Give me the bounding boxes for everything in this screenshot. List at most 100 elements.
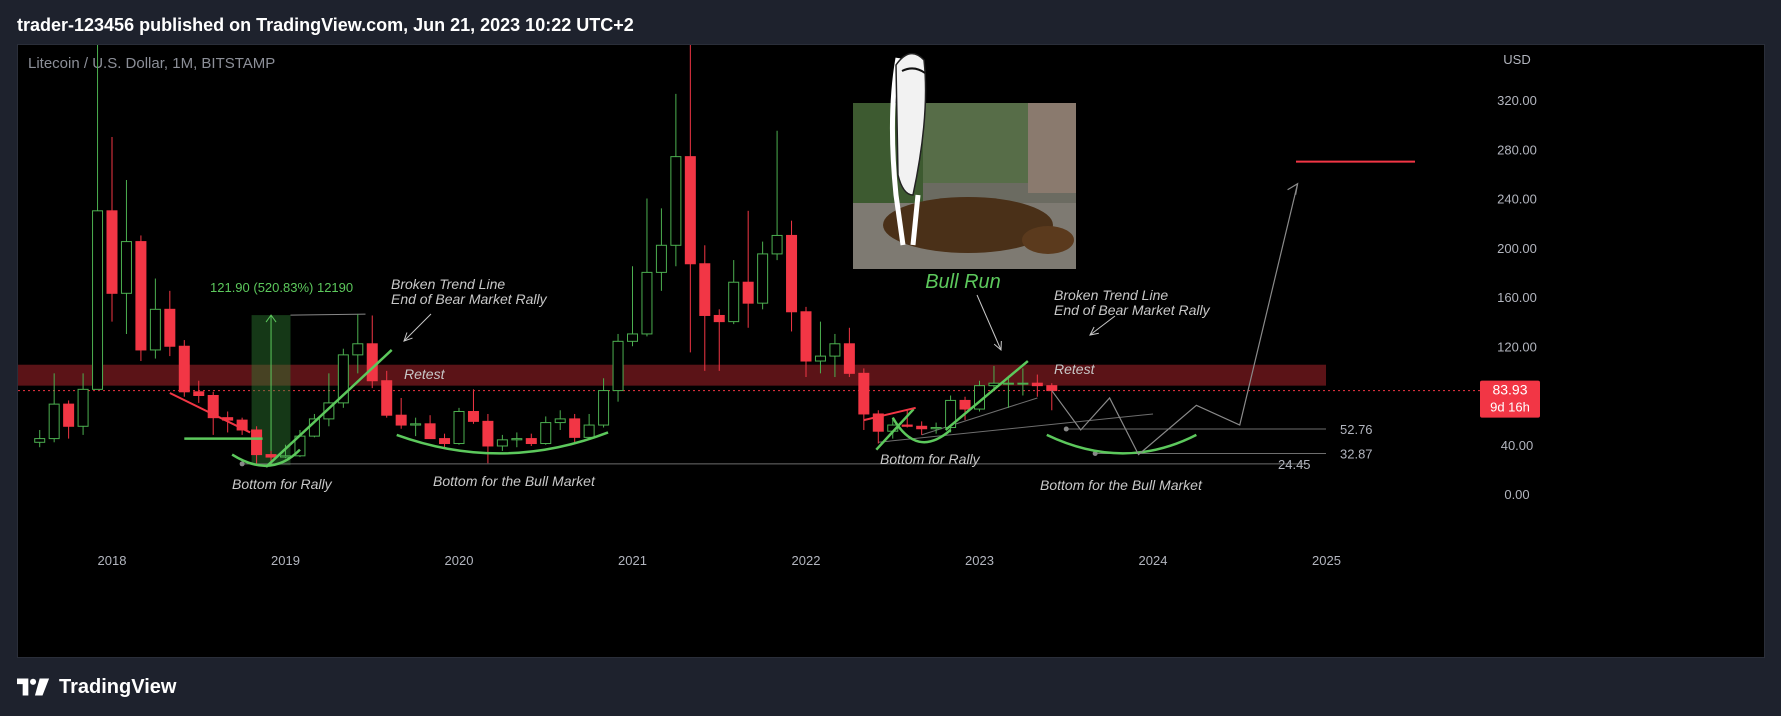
projection-arrowhead	[1287, 182, 1299, 195]
y-axis-tick: 320.00	[1497, 93, 1537, 108]
red-trend-line	[863, 406, 916, 422]
publish-header: trader-123456 published on TradingView.c…	[17, 8, 634, 42]
pointer-arrowhead	[1089, 326, 1099, 336]
candle-body	[930, 427, 942, 430]
annotation-text: Retest	[1054, 361, 1096, 377]
candle-body	[612, 340, 624, 392]
candle-body	[34, 438, 46, 443]
resistance-zone	[18, 364, 1326, 386]
candle-body	[337, 354, 349, 404]
candle-body	[540, 422, 552, 445]
x-axis-tick: 2024	[1139, 553, 1168, 568]
meme-bull-body	[883, 197, 1053, 253]
meme-figure-face	[901, 67, 926, 74]
candle-body	[193, 391, 205, 396]
candle-body	[872, 413, 884, 432]
candle-body	[598, 390, 610, 426]
candle-body	[135, 241, 147, 351]
pointer-arrowhead	[993, 340, 1002, 352]
annotation-text: Broken Trend Line	[1054, 287, 1168, 303]
candle-body	[1031, 382, 1043, 387]
level-label: 32.87	[1340, 447, 1373, 462]
trend-line	[875, 408, 915, 451]
candle-body	[496, 439, 508, 447]
chart-canvas[interactable]: Litecoin / U.S. Dollar, 1M, BITSTAMP USD 1…	[18, 45, 1765, 658]
annotation-text: End of Bear Market Rally	[1054, 302, 1211, 318]
candle-body	[757, 253, 769, 304]
y-axis-tick: 200.00	[1497, 241, 1537, 256]
candle-body	[800, 311, 812, 362]
candle-body	[713, 314, 725, 323]
currency-label: USD	[1503, 52, 1530, 67]
candle-body	[786, 234, 798, 313]
pointer-arrowhead	[403, 332, 413, 342]
y-axis-tick: 280.00	[1497, 142, 1537, 157]
candle-body	[583, 424, 595, 438]
x-axis-tick: 2025	[1312, 553, 1341, 568]
candle-body	[670, 156, 682, 246]
pointer-arrow	[403, 313, 432, 342]
candle-body	[482, 420, 494, 447]
annotation-text: Bottom for Rally	[880, 451, 981, 467]
y-axis-tick: 0.00	[1504, 487, 1529, 502]
candle-body	[742, 281, 754, 304]
projection-path	[1051, 183, 1299, 456]
footer-brand[interactable]: TradingView	[17, 670, 176, 704]
candle-body	[63, 403, 75, 427]
tradingview-brand: TradingView	[59, 675, 177, 698]
candle-body	[858, 372, 870, 415]
candle-body	[959, 399, 971, 410]
candle-body	[525, 438, 537, 445]
candle-body	[684, 156, 696, 265]
level-anchor	[239, 461, 245, 467]
candle-body	[424, 423, 436, 440]
chart-area[interactable]: Litecoin / U.S. Dollar, 1M, BITSTAMP USD 1…	[17, 44, 1765, 658]
candle-body	[511, 438, 523, 441]
meme-building	[1028, 103, 1076, 193]
measure-arrowhead	[265, 314, 277, 323]
trend-line	[944, 360, 1029, 431]
bottom-curve	[1046, 433, 1197, 455]
candle-body	[728, 281, 740, 323]
candle-body	[569, 418, 581, 438]
candle-body	[554, 418, 566, 424]
candle-body	[77, 388, 89, 427]
candle-body	[207, 395, 219, 419]
pointer-arrow	[976, 294, 1002, 351]
annotation-text: Bottom for Rally	[232, 476, 333, 492]
annotation-bull-run: Bull Run	[925, 271, 1001, 293]
meme-image	[853, 52, 1076, 269]
annotation-text: Broken Trend Line	[391, 276, 505, 292]
last-price-countdown: 9d 16h	[1490, 400, 1530, 415]
publish-line: trader-123456 published on TradingView.c…	[17, 14, 634, 35]
last-price-value: 83.93	[1492, 382, 1527, 398]
candle-body	[1046, 385, 1058, 392]
candle-body	[439, 438, 451, 445]
candle-body	[48, 403, 60, 440]
bottom-curve	[396, 431, 609, 455]
level-label: 24.45	[1278, 457, 1311, 472]
candle-body	[641, 271, 653, 335]
y-axis-tick: 160.00	[1497, 290, 1537, 305]
candle-body	[366, 343, 378, 382]
meme-trees	[923, 103, 1028, 183]
candle-body	[265, 454, 277, 458]
candle-body	[453, 411, 465, 445]
annotation-text: Bottom for the Bull Market	[1040, 477, 1203, 493]
candle-body	[1017, 382, 1029, 385]
support-line	[878, 413, 1154, 443]
candle-body	[381, 380, 393, 416]
x-axis-tick: 2019	[271, 553, 300, 568]
level-label: 52.76	[1340, 422, 1373, 437]
symbol-label: Litecoin / U.S. Dollar, 1M, BITSTAMP	[28, 55, 275, 72]
level-anchor	[1063, 426, 1069, 432]
measure-top-line	[290, 313, 366, 316]
candle-body	[120, 241, 132, 294]
candle-body	[843, 343, 855, 374]
x-axis-tick: 2020	[445, 553, 474, 568]
bottom-curve	[891, 417, 952, 444]
candle-body	[901, 424, 913, 427]
x-axis-tick: 2021	[618, 553, 647, 568]
candle-body	[106, 210, 118, 294]
y-axis-tick: 40.00	[1501, 438, 1534, 453]
